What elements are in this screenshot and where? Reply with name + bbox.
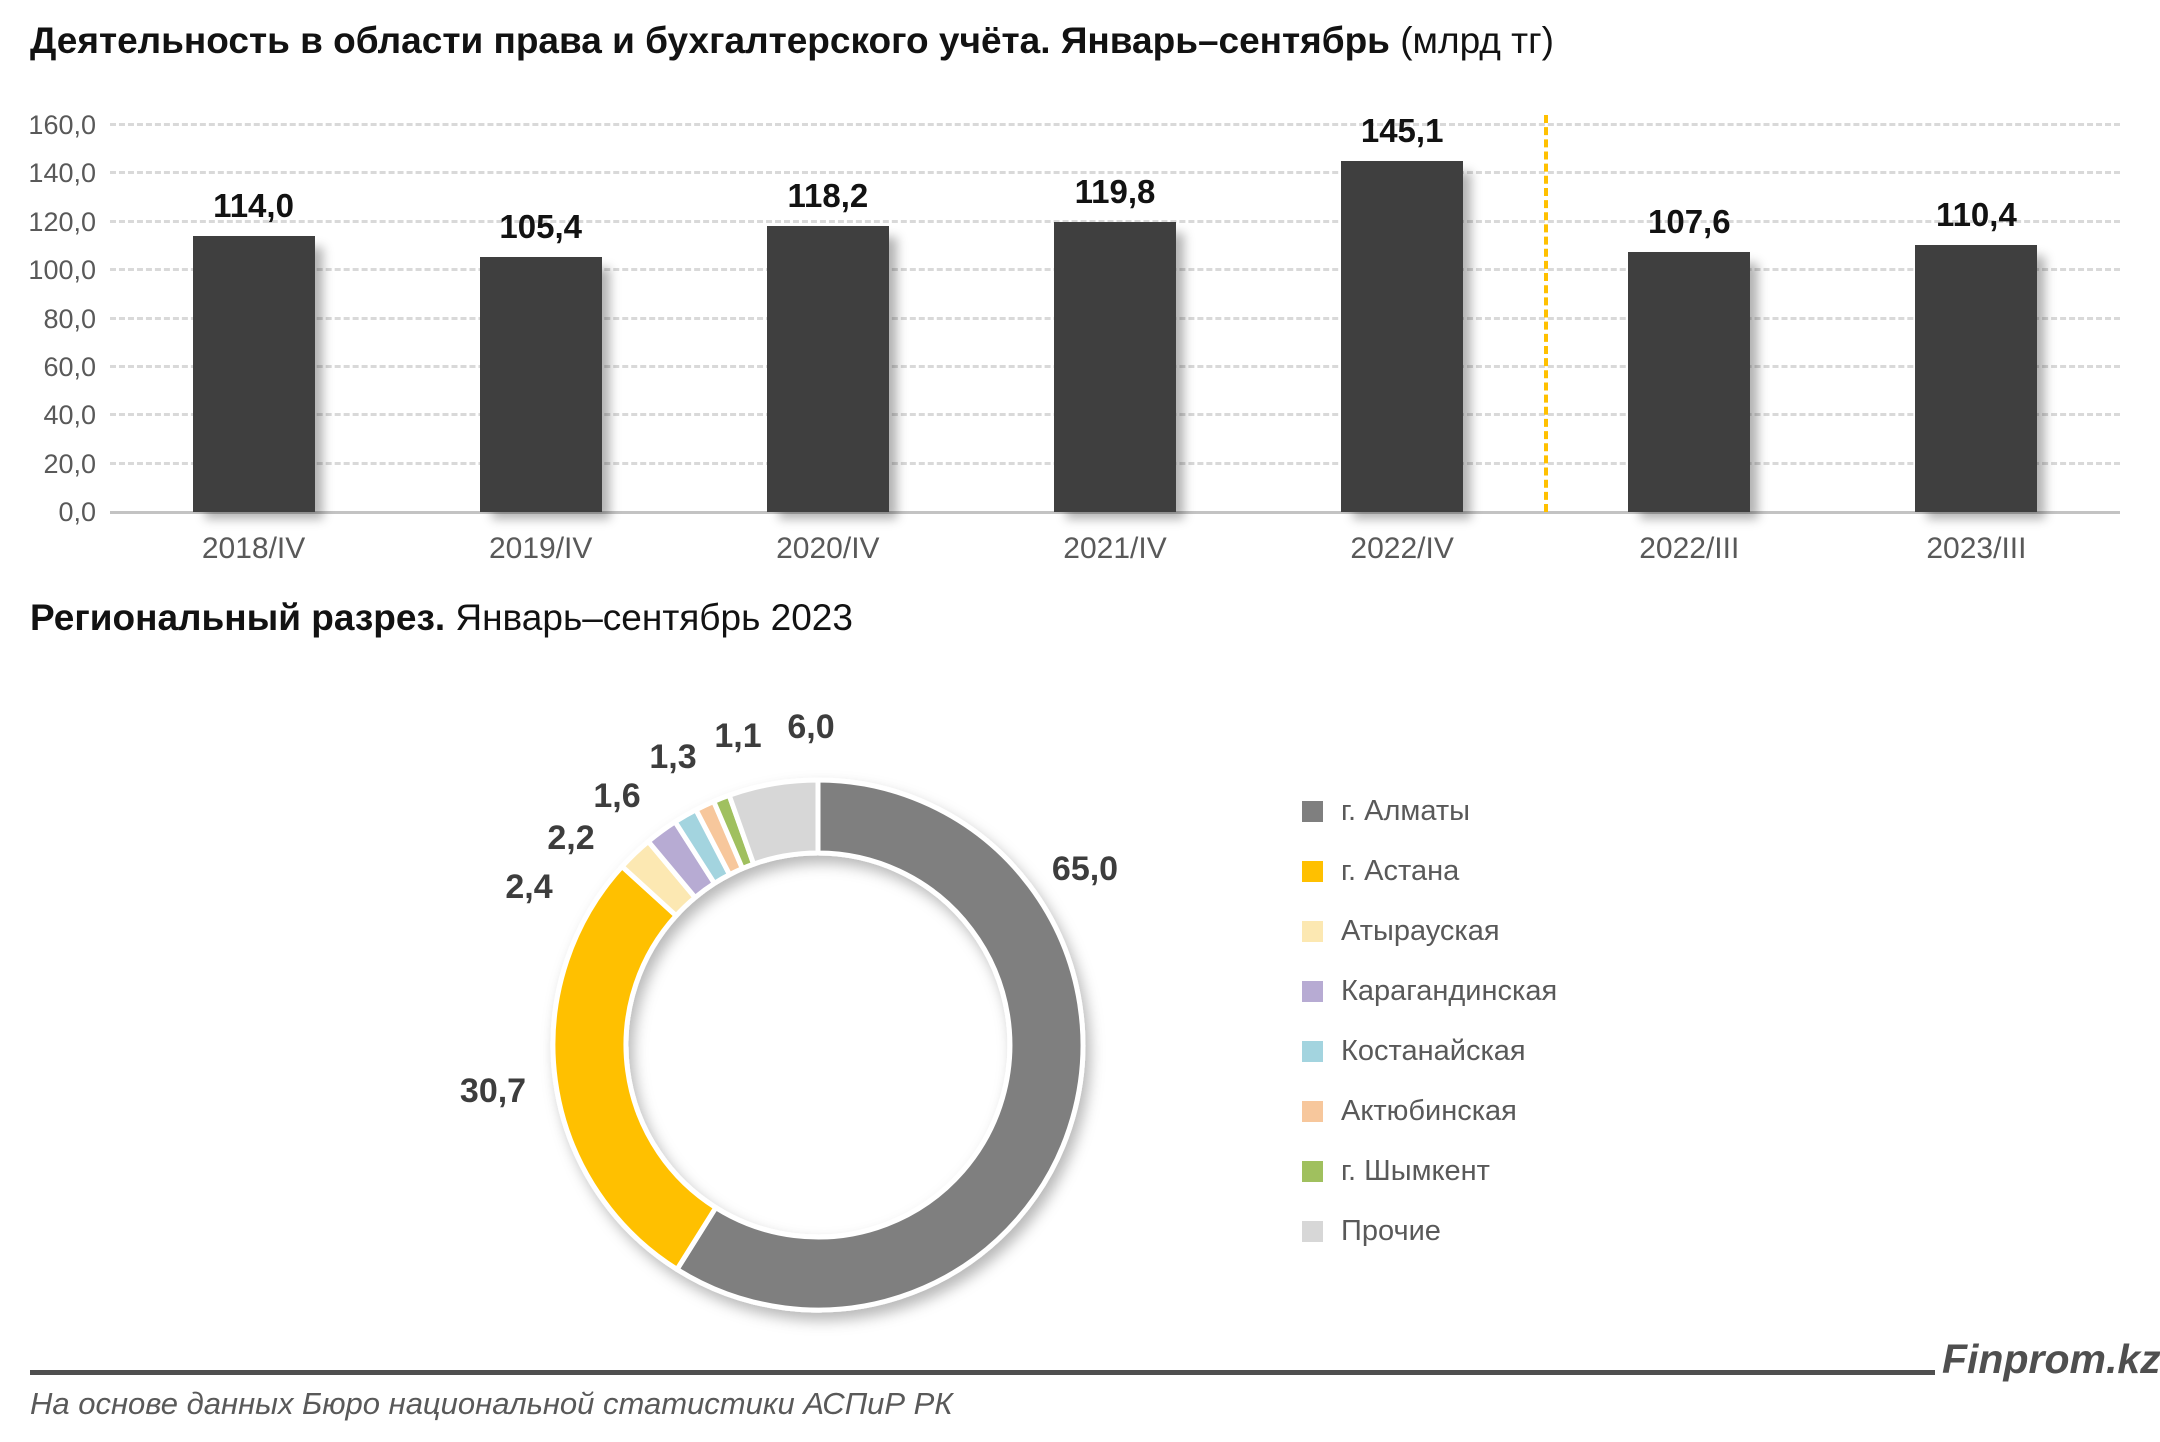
gridline [110, 123, 2120, 126]
x-axis-tick-label: 2018/IV [201, 532, 306, 565]
y-axis-tick-label: 0,0 [58, 497, 96, 527]
gridline [110, 171, 2120, 175]
legend-item: Прочие [1302, 1215, 1441, 1248]
legend-swatch [1302, 801, 1323, 822]
y-axis-tick-label: 40,0 [43, 400, 96, 431]
period-separator-line [1543, 115, 1548, 512]
legend-item: Актюбинская [1302, 1095, 1517, 1128]
y-axis-tick-label: 80,0 [43, 303, 96, 334]
source-note: На основе данных Бюро национальной стати… [30, 1386, 953, 1421]
legend-item-label: Актюбинская [1341, 1095, 1517, 1127]
donut-value-label: 65,0 [1052, 850, 1118, 888]
legend-item-label: Прочие [1341, 1215, 1441, 1247]
legend-item-label: г. Шымкент [1341, 1155, 1490, 1187]
y-axis-tick-label: 160,0 [28, 110, 96, 140]
legend-item-label: г. Астана [1341, 855, 1460, 887]
footer-rule [30, 1370, 1935, 1375]
x-axis-tick-label: 2022/IV [1350, 532, 1454, 565]
bar-value-label: 114,0 [213, 187, 294, 225]
gridline [110, 219, 2120, 223]
bar [1054, 222, 1176, 512]
legend-swatch [1302, 861, 1323, 882]
legend-item: г. Астана [1302, 855, 1459, 888]
legend-swatch [1302, 981, 1323, 1002]
legend-item: Карагандинская [1302, 975, 1557, 1008]
x-axis-tick-label: 2023/III [1926, 532, 2027, 565]
bar [1628, 251, 1751, 512]
bar [1341, 161, 1464, 512]
x-axis-tick-label: 2021/IV [1063, 532, 1167, 565]
legend-item-label: г. Алматы [1341, 795, 1470, 827]
bar [1915, 244, 2038, 512]
legend-item: Атырауская [1302, 915, 1500, 948]
x-axis-line [110, 511, 2120, 514]
bar-value-label: 107,6 [1647, 202, 1731, 240]
donut-value-label: 1,1 [714, 717, 761, 755]
donut-chart-title-rest: Январь–сентябрь 2023 [445, 597, 853, 638]
y-axis-tick-label: 140,0 [28, 158, 96, 189]
bar-value-label: 118,2 [787, 177, 869, 215]
bar [479, 257, 602, 512]
donut-slice [550, 864, 719, 1272]
donut-slices [550, 777, 1086, 1313]
bar-value-label: 110,4 [1936, 195, 2017, 233]
y-axis-tick-label: 100,0 [28, 255, 96, 286]
bar [192, 236, 315, 512]
donut-slice [726, 777, 821, 867]
legend-swatch [1302, 921, 1323, 942]
donut-value-label: 2,2 [547, 819, 594, 857]
x-axis-tick-label: 2019/IV [488, 532, 593, 565]
donut-value-label: 1,6 [593, 777, 640, 815]
y-axis-tick-label: 120,0 [28, 206, 96, 237]
bar-chart-title-unit: (млрд тг) [1389, 20, 1554, 61]
bar-value-label: 119,8 [1074, 173, 1156, 211]
brand-logo: Finprom.kz [1942, 1336, 2160, 1382]
legend-item-label: Костанайская [1341, 1035, 1526, 1067]
legend-item-label: Атырауская [1341, 915, 1500, 947]
bar [766, 226, 889, 512]
bar-value-label: 145,1 [1360, 112, 1444, 150]
bar-chart-title-main: Деятельность в области права и бухгалтер… [30, 20, 1390, 61]
donut-value-label: 1,3 [649, 738, 696, 776]
bar-chart-title: Деятельность в области права и бухгалтер… [30, 20, 1554, 62]
donut-chart-title: Региональный разрез. Январь–сентябрь 202… [30, 597, 853, 639]
legend-swatch [1302, 1101, 1323, 1122]
donut-value-label: 2,4 [505, 868, 552, 906]
bar-value-label: 105,4 [499, 208, 582, 246]
donut-value-label: 30,7 [460, 1072, 526, 1110]
y-axis-tick-label: 20,0 [43, 448, 96, 479]
donut-chart: 65,0 30,7 2,4 2,2 1,61,3 1,1 6,0 [460, 708, 1118, 1313]
legend-swatch [1302, 1161, 1323, 1182]
legend-item: г. Алматы [1302, 795, 1470, 828]
donut-slice [674, 777, 1086, 1313]
y-axis-tick-label: 60,0 [43, 351, 96, 382]
legend-item: Костанайская [1302, 1035, 1526, 1068]
legend-item-label: Карагандинская [1341, 975, 1558, 1007]
legend-swatch [1302, 1041, 1323, 1062]
x-axis-tick-label: 2020/IV [776, 532, 880, 565]
donut-chart-title-main: Региональный разрез. [30, 597, 446, 638]
donut-value-label: 6,0 [787, 708, 834, 746]
legend-swatch [1302, 1221, 1323, 1242]
x-axis-tick-label: 2022/III [1639, 532, 1740, 565]
legend-item: г. Шымкент [1302, 1155, 1490, 1188]
